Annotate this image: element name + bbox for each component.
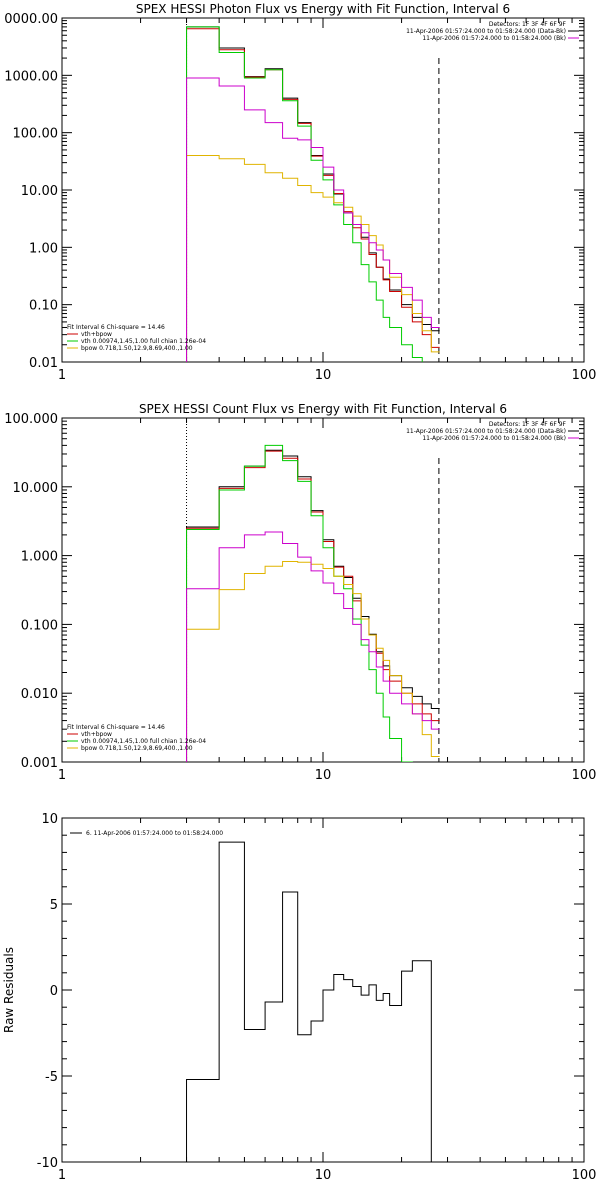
y-tick-label: 10.00 xyxy=(21,184,58,199)
y-tick-label: 100.00 xyxy=(13,127,59,142)
legend-entry: vth 0.00974,1.45,1.00 full chian 1.26e-0… xyxy=(81,338,206,345)
legend-entry: 11-Apr-2006 01:57:24.000 to 01:58:24.000… xyxy=(422,35,566,42)
y-axis: 0.01 0.10 1.00 10.00 100.00 1000.00 0000.00 xyxy=(4,12,584,371)
legend-entry: vth+bpow xyxy=(81,331,112,338)
y-tick-label: 0.100 xyxy=(21,618,58,633)
y-tick-label: 0000.00 xyxy=(4,12,58,27)
y-axis: 0.001 0.010 0.100 1.000 10.000 100.000 xyxy=(4,412,584,771)
y-tick-label: 0.001 xyxy=(21,756,58,771)
series-residuals xyxy=(186,841,440,1162)
y-tick-label: 1.00 xyxy=(29,241,58,256)
legend-bottom: Fit Interval 6 Chi-square = 14.46vth+bpo… xyxy=(67,724,206,752)
legend-entry: 11-Apr-2006 01:57:24.000 to 01:58:24.000… xyxy=(406,28,566,35)
series-data xyxy=(186,449,440,762)
y-tick-label: -10 xyxy=(37,1156,58,1171)
x-axis: 1 10 100 xyxy=(58,818,597,1183)
legend-bottom: Fit Interval 6 Chi-square = 14.46vth+bpo… xyxy=(67,324,206,352)
series-vth xyxy=(186,444,413,762)
series-bpow xyxy=(186,561,440,762)
x-tick-label: 1 xyxy=(58,1168,66,1183)
chart-panel-3: 1 10 100 -10 -5 0 5 10 Raw Residuals 6. 11-Apr-20… xyxy=(2,812,596,1183)
series-group xyxy=(186,841,440,1162)
y-axis-label: Raw Residuals xyxy=(2,947,16,1033)
x-tick-label: 100 xyxy=(572,368,597,383)
series-background xyxy=(186,77,440,362)
y-tick-label: 10.000 xyxy=(13,481,59,496)
y-tick-label: 0.10 xyxy=(29,299,58,314)
series-vth xyxy=(186,26,423,362)
legend-entry: bpow 0.718,1.50,12.9,8.69,400.,1.00 xyxy=(81,345,193,352)
y-tick-label: -5 xyxy=(45,1070,58,1085)
series-model xyxy=(186,450,440,762)
legend-entry: Fit Interval 6 Chi-square = 14.46 xyxy=(67,724,165,731)
legend-entry: 11-Apr-2006 01:57:24.000 to 01:58:24.000… xyxy=(406,428,566,435)
legend-entry: bpow 0.718,1.50,12.9,8.69,400.,1.00 xyxy=(81,745,193,752)
x-tick-label: 10 xyxy=(315,368,332,383)
y-axis: -10 -5 0 5 10 xyxy=(37,812,584,1171)
legend-entry: vth 0.00974,1.45,1.00 full chian 1.26e-0… xyxy=(81,738,206,745)
x-tick-label: 1 xyxy=(58,768,66,783)
x-tick-label: 10 xyxy=(315,1168,332,1183)
y-tick-label: 100.000 xyxy=(4,412,58,427)
series-group xyxy=(186,26,440,362)
x-tick-label: 1 xyxy=(58,368,66,383)
chart-title: SPEX HESSI Photon Flux vs Energy with Fi… xyxy=(136,2,510,16)
y-tick-label: 0.010 xyxy=(21,687,58,702)
legend-entry: Detectors: 1F 3F 4F 6F 9F xyxy=(489,21,567,28)
series-bpow xyxy=(186,154,440,362)
legend-entry: Fit Interval 6 Chi-square = 14.46 xyxy=(67,324,165,331)
x-tick-label: 100 xyxy=(572,1168,597,1183)
x-axis: 1 10 100 xyxy=(58,418,597,783)
plot-frame xyxy=(61,417,585,763)
y-tick-label: 0 xyxy=(50,984,58,999)
chart-title: SPEX HESSI Count Flux vs Energy with Fit… xyxy=(139,402,507,416)
y-tick-label: 1.000 xyxy=(21,550,58,565)
legend-entry: vth+bpow xyxy=(81,731,112,738)
legend-entry: 11-Apr-2006 01:57:24.000 to 01:58:24.000… xyxy=(422,435,566,442)
x-tick-label: 100 xyxy=(572,768,597,783)
y-tick-label: 10 xyxy=(41,812,58,827)
plot-frame xyxy=(61,17,585,363)
series-group xyxy=(186,444,440,762)
y-tick-label: 5 xyxy=(50,898,58,913)
legend-top: 6. 11-Apr-2006 01:57:24.000 to 01:58:24.… xyxy=(70,830,223,837)
series-model xyxy=(186,28,440,362)
legend-entry: Detectors: 1F 3F 4F 6F 9F xyxy=(489,421,567,428)
series-background xyxy=(186,531,440,762)
y-tick-label: 0.01 xyxy=(29,356,58,371)
y-tick-label: 1000.00 xyxy=(4,69,58,84)
series-data xyxy=(186,26,440,362)
chart-panel-2: SPEX HESSI Count Flux vs Energy with Fit… xyxy=(4,402,596,783)
chart-panel-1: SPEX HESSI Photon Flux vs Energy with Fi… xyxy=(4,2,596,383)
x-tick-label: 10 xyxy=(315,768,332,783)
legend-entry: 6. 11-Apr-2006 01:57:24.000 to 01:58:24.… xyxy=(86,830,223,837)
